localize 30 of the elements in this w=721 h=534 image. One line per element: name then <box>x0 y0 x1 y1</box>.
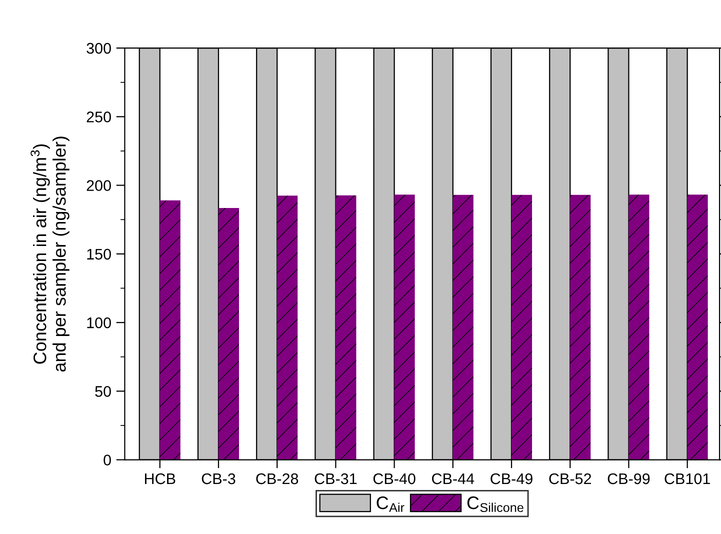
bar <box>570 194 591 460</box>
x-tick-label: CB-52 <box>549 473 592 484</box>
x-tick-label: CB-44 <box>432 473 474 484</box>
x-tick-label: CB-99 <box>608 473 650 484</box>
bar <box>628 194 650 460</box>
bar <box>277 196 298 460</box>
bar <box>452 194 474 460</box>
y-tick-label: 50 <box>95 386 111 397</box>
bar <box>687 194 708 460</box>
x-tick-label: HCB <box>145 473 176 484</box>
bar <box>218 208 240 460</box>
y-tick-label: 200 <box>86 180 111 191</box>
bar <box>336 195 356 460</box>
legend-label: C$_{Air}$ <box>376 496 404 512</box>
x-tick-label: CB101 <box>664 473 710 484</box>
bar <box>160 200 180 460</box>
bar <box>394 194 415 460</box>
y-tick-label: 150 <box>87 248 111 260</box>
x-tick-label: CB-40 <box>373 473 416 484</box>
x-tick-label: CB-28 <box>256 473 298 484</box>
y-tick-label: 250 <box>86 112 111 122</box>
y-axis-title: Concentration in air (ng/m$^{3}$) and per sampler (ng/sampler) <box>30 136 70 372</box>
legend-label: C$_{Silicone}$ <box>467 496 524 512</box>
x-tick-label: CB-31 <box>314 473 357 484</box>
y-tick-label: 0 <box>104 454 111 466</box>
x-tick-label: CB-3 <box>202 473 236 484</box>
y-tick-label: 100 <box>87 317 111 328</box>
bar <box>512 194 532 460</box>
y-tick-label: 300 <box>86 42 111 54</box>
x-tick-label: CB-49 <box>490 473 532 484</box>
